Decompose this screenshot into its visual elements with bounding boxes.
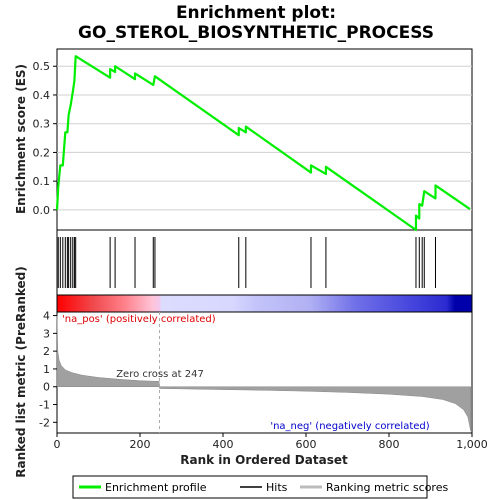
- es-gridlines: [57, 65, 472, 211]
- es-curve-group: [55, 55, 471, 232]
- rank-tick-label: 3: [43, 327, 50, 340]
- es-curve: [55, 55, 471, 232]
- rank-tick-label: 0: [43, 381, 50, 394]
- legend-label-hits: Hits: [266, 481, 288, 494]
- x-tick-label: 600: [296, 438, 317, 451]
- pos-correlated-label: 'na_pos' (positively correlated): [62, 314, 216, 325]
- rank-y-axis-label: Ranked list metric (PreRanked): [14, 266, 28, 478]
- hit-marks: [57, 237, 436, 288]
- legend-item-enrichment: Enrichment profile: [79, 481, 207, 494]
- x-tick-label: 400: [213, 438, 234, 451]
- rank-axis-ticks: -2 -1 0 1 2 3 4: [39, 310, 57, 429]
- es-tick-label: 0.3: [33, 118, 51, 131]
- zero-cross-label: Zero cross at 247: [116, 369, 204, 380]
- chart-title-line2: GO_STEROL_BIOSYNTHETIC_PROCESS: [78, 23, 434, 43]
- rank-tick-label: -2: [39, 416, 50, 429]
- rank-tick-label: 4: [43, 310, 50, 323]
- rank-tick-label: 2: [43, 345, 50, 358]
- rank-metric-group: [56, 312, 471, 433]
- x-tick-label: 1,000: [456, 438, 488, 451]
- x-axis-label: Rank in Ordered Dataset: [180, 453, 348, 467]
- legend-label-ranking: Ranking metric scores: [326, 481, 448, 494]
- x-tick-label: 200: [130, 438, 151, 451]
- es-axis-ticks: 0.0 0.1 0.2 0.3 0.4 0.5: [33, 60, 57, 217]
- es-y-axis-label: Enrichment score (ES): [14, 64, 28, 214]
- legend-item-hits: Hits: [240, 481, 288, 494]
- x-tick-label: 0: [54, 438, 61, 451]
- chart-title-line1: Enrichment plot:: [176, 3, 336, 23]
- neg-correlated-label: 'na_neg' (negatively correlated): [270, 421, 429, 432]
- es-tick-label: 0.0: [33, 204, 51, 217]
- rank-panel: [56, 311, 473, 434]
- legend-label-enrichment: Enrichment profile: [105, 481, 207, 494]
- x-tick-label: 800: [379, 438, 400, 451]
- ranking-gradient-bar: [57, 295, 472, 312]
- legend-item-ranking: Ranking metric scores: [300, 481, 448, 494]
- rank-tick-label: -1: [39, 399, 50, 412]
- rank-metric-area: [56, 315, 471, 432]
- es-tick-label: 0.2: [33, 146, 51, 159]
- es-tick-label: 0.5: [33, 60, 51, 73]
- rank-tick-label: 1: [43, 363, 50, 376]
- es-tick-label: 0.1: [33, 175, 51, 188]
- hits-panel: [56, 229, 473, 296]
- x-axis-ticks: 0 200 400 600 800 1,000: [54, 433, 488, 451]
- es-tick-label: 0.4: [33, 89, 51, 102]
